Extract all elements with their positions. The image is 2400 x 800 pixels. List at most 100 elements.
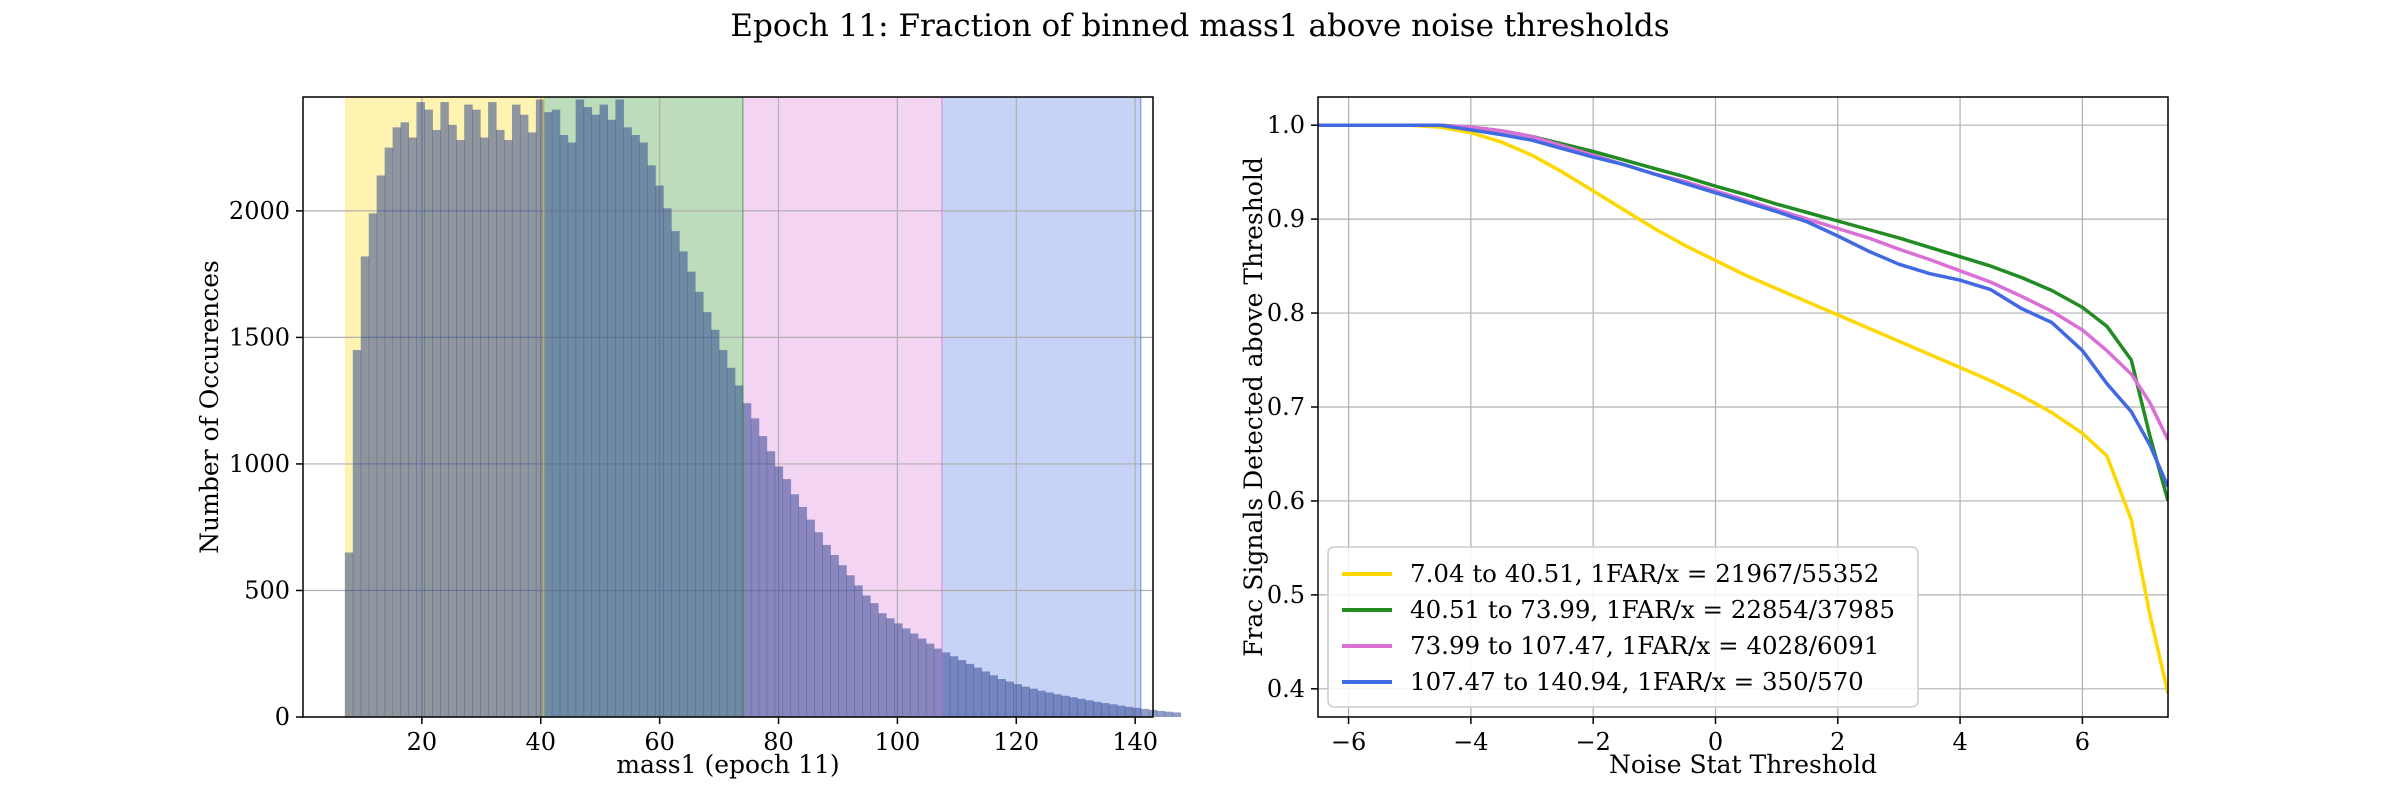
histogram-plot: 20 40 60 80 100 120 140 0 500 1000 1500 2000 mass1 (… <box>195 96 1182 779</box>
histogram-bar <box>639 142 648 717</box>
histogram-bar <box>703 312 712 717</box>
histogram-bar <box>1013 684 1022 717</box>
histogram-bar <box>368 213 378 718</box>
histogram-bar <box>894 623 903 717</box>
histogram-bar <box>607 119 616 717</box>
histogram-bar <box>814 532 823 717</box>
histogram-bar <box>1116 705 1126 717</box>
histogram-bar <box>838 565 847 717</box>
histogram-bar <box>758 436 768 717</box>
histogram-bar <box>798 506 807 717</box>
histogram-bar <box>886 618 895 717</box>
x-tick-label: 2 <box>1830 728 1845 756</box>
histogram-bar <box>1069 697 1078 717</box>
mass-bin-band-4 <box>941 97 1141 717</box>
histogram-bar <box>480 137 489 717</box>
histogram-bar <box>1029 688 1038 717</box>
histogram-bar <box>1061 695 1070 717</box>
histogram-bar <box>989 675 998 717</box>
histogram-bar <box>519 114 529 717</box>
histogram-bar <box>1093 701 1102 717</box>
histogram-bar <box>456 140 465 718</box>
histogram-bar <box>631 134 640 718</box>
histogram-bar <box>583 107 593 718</box>
histogram-bar <box>416 102 425 718</box>
histogram-bar <box>535 99 545 717</box>
y-tick-label: 0.8 <box>1267 299 1305 327</box>
histogram-bar <box>901 628 911 717</box>
x-tick-label: 60 <box>644 728 675 756</box>
histogram-bar <box>1124 706 1134 717</box>
y-axis-label: Number of Occurences <box>195 260 224 554</box>
histogram-bar <box>710 329 720 717</box>
histogram-bar <box>1172 712 1182 717</box>
x-tick-label: −6 <box>1331 728 1366 756</box>
series-line-3 <box>1318 123 2168 441</box>
y-tick-label: 0.9 <box>1267 205 1305 233</box>
histogram-bar <box>679 251 688 717</box>
histogram-bar <box>806 519 815 717</box>
x-tick-label: 100 <box>874 728 920 756</box>
legend-entry-4: 107.47 to 140.94, 1FAR/x = 350/570 <box>1410 667 1864 696</box>
histogram-bar <box>965 663 975 717</box>
histogram-bar <box>830 555 839 717</box>
histogram-bar <box>647 165 656 717</box>
histogram-bar <box>790 494 800 717</box>
histogram-bar <box>655 185 664 718</box>
histogram-bar <box>464 104 473 717</box>
histogram-bar <box>925 643 935 717</box>
x-tick-label: 140 <box>1112 728 1158 756</box>
histogram-bar <box>1100 703 1110 717</box>
histogram-bar <box>718 350 728 717</box>
histogram-bar <box>567 142 577 717</box>
histogram-bar <box>846 575 855 717</box>
histogram-bar <box>909 633 919 717</box>
histogram-bar <box>384 147 394 717</box>
histogram-bar <box>1077 698 1086 717</box>
histogram-bar <box>1140 708 1150 717</box>
legend-entry-3: 73.99 to 107.47, 1FAR/x = 4028/6091 <box>1410 631 1879 660</box>
series-line-4 <box>1318 123 2168 488</box>
histogram-bar <box>1164 711 1174 717</box>
histogram-bar <box>1132 707 1142 717</box>
histogram-bar <box>360 256 370 717</box>
legend-entry-1: 7.04 to 40.51, 1FAR/x = 21967/55352 <box>1410 559 1879 588</box>
histogram-bar <box>917 638 927 717</box>
histogram-bar <box>1037 690 1046 717</box>
histogram-bar <box>854 585 863 717</box>
histogram-bar <box>504 140 513 718</box>
histogram-bar <box>726 367 736 717</box>
x-tick-label: 0 <box>1708 728 1723 756</box>
histogram-bar <box>734 385 744 717</box>
histogram-bar <box>1045 692 1054 717</box>
y-tick-label: 0 <box>275 703 290 731</box>
histogram-bar <box>559 134 569 718</box>
x-tick-label: 120 <box>993 728 1039 756</box>
y-tick-label: 1.0 <box>1267 111 1305 139</box>
histogram-bar <box>448 124 457 717</box>
histogram-bar <box>1053 694 1062 717</box>
histogram-bar <box>344 552 354 717</box>
histogram-bar <box>687 271 696 717</box>
x-tick-label: 20 <box>407 728 438 756</box>
x-tick-label: −2 <box>1575 728 1610 756</box>
y-tick-label: 1000 <box>229 450 290 478</box>
y-tick-label: 0.7 <box>1267 393 1305 421</box>
threshold-line-plot: −6 −4 −2 0 2 4 6 0.4 0.5 0.6 0.7 0.8 0.9 1.0 Noise Sta… <box>1239 96 2169 779</box>
histogram-bar <box>408 137 417 717</box>
histogram-bar <box>615 99 624 717</box>
histogram-bar <box>400 122 410 717</box>
y-tick-label: 1500 <box>229 323 290 351</box>
histogram-bar <box>472 109 481 717</box>
histogram-bar <box>949 656 959 717</box>
y-tick-label: 0.6 <box>1267 487 1305 515</box>
histogram-bar <box>496 129 505 718</box>
histogram-bar <box>511 104 521 717</box>
histogram-bar <box>392 127 402 717</box>
histogram-bar <box>1005 681 1014 717</box>
histogram-bar <box>750 418 760 717</box>
histogram-bar <box>432 129 441 718</box>
histogram-bar <box>878 613 887 717</box>
histogram-bar <box>766 451 776 717</box>
legend-entry-2: 40.51 to 73.99, 1FAR/x = 22854/37985 <box>1410 595 1895 624</box>
